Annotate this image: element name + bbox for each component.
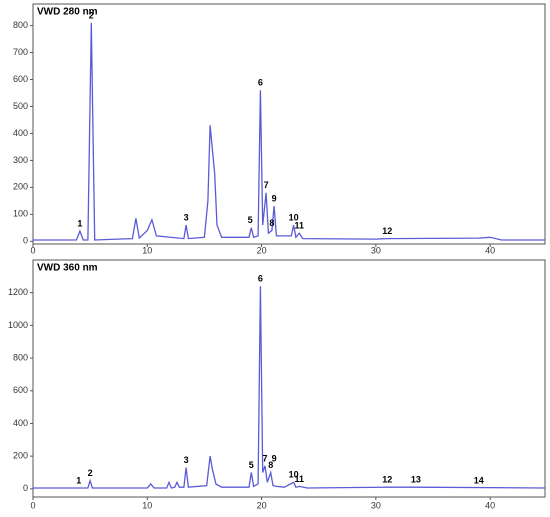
x-tick-label: 20 xyxy=(257,500,267,510)
peak-label: 6 xyxy=(258,78,263,88)
y-tick-label: 400 xyxy=(13,128,28,138)
y-tick-label: 0 xyxy=(23,236,28,246)
x-tick-label: 10 xyxy=(142,500,152,510)
x-tick-label: 20 xyxy=(257,245,267,255)
peak-label: 7 xyxy=(262,453,267,463)
peak-label: 1 xyxy=(76,475,81,485)
x-tick-label: 30 xyxy=(371,500,381,510)
x-tick-label: 40 xyxy=(485,500,495,510)
y-tick-label: 700 xyxy=(13,47,28,57)
trace xyxy=(33,286,546,489)
x-tick-label: 10 xyxy=(142,245,152,255)
y-tick-label: 0 xyxy=(23,483,28,493)
peak-label: 3 xyxy=(184,455,189,465)
y-tick-label: 600 xyxy=(13,385,28,395)
y-tick-label: 1200 xyxy=(8,287,28,297)
y-tick-label: 600 xyxy=(13,74,28,84)
chart-title: VWD 280 nm xyxy=(37,7,98,18)
peak-label: 2 xyxy=(88,468,93,478)
peak-label: 2 xyxy=(89,10,94,20)
peak-label: 6 xyxy=(258,274,263,284)
x-tick-label: 30 xyxy=(371,245,381,255)
peak-label: 9 xyxy=(272,194,277,204)
plot-frame xyxy=(32,259,546,498)
peak-label: 5 xyxy=(248,215,253,225)
y-tick-label: 400 xyxy=(13,418,28,428)
peak-label: 8 xyxy=(269,218,274,228)
peak-label: 13 xyxy=(411,475,421,485)
x-tick-label: 0 xyxy=(30,245,35,255)
peak-label: 7 xyxy=(264,180,269,190)
y-tick-label: 800 xyxy=(13,352,28,362)
peak-label: 8 xyxy=(268,460,273,470)
peak-label: 11 xyxy=(295,221,305,231)
y-tick-label: 300 xyxy=(13,155,28,165)
peak-label: 3 xyxy=(184,212,189,222)
peak-label: 5 xyxy=(249,460,254,470)
x-tick-label: 0 xyxy=(30,500,35,510)
peak-label: 14 xyxy=(474,475,484,485)
peak-label: 12 xyxy=(382,475,392,485)
plot-frame xyxy=(32,3,546,245)
peak-label: 11 xyxy=(295,474,305,484)
peak-label: 9 xyxy=(272,453,277,463)
x-tick-label: 40 xyxy=(485,245,495,255)
trace xyxy=(33,22,545,241)
y-tick-label: 500 xyxy=(13,101,28,111)
y-tick-label: 800 xyxy=(13,20,28,30)
peak-label: 1 xyxy=(77,218,82,228)
peak-label: 12 xyxy=(382,226,392,236)
y-tick-label: 200 xyxy=(13,182,28,192)
y-tick-label: 100 xyxy=(13,209,28,219)
y-tick-label: 200 xyxy=(13,451,28,461)
peak-label: 10 xyxy=(289,212,299,222)
chart-title: VWD 360 nm xyxy=(37,263,98,274)
peak-label: 10 xyxy=(289,470,299,480)
y-tick-label: 1000 xyxy=(8,320,28,330)
